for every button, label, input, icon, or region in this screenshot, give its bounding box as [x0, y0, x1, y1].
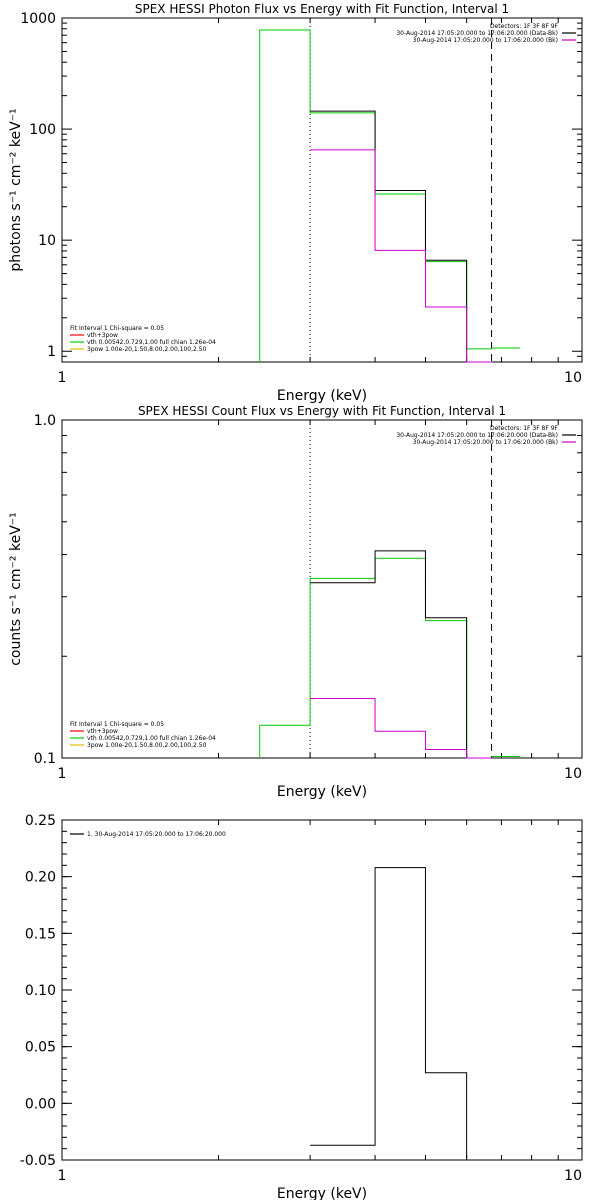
- chart-panel-1: 1 10 1 10 100 1000 SPEX HESSI Photon Flux vs E…: [8, 2, 583, 404]
- x-axis-label: Energy (keV): [277, 388, 367, 404]
- series-step-line-1: [259, 29, 492, 362]
- plot-frame: [61, 17, 583, 363]
- x-tick-label: 10: [564, 370, 582, 386]
- x-axis-label: Energy (keV): [277, 784, 367, 800]
- x-tick-label: 1: [58, 370, 67, 386]
- x-tick-label: 10: [564, 766, 582, 782]
- legend-entry: vth 0.00542,0.729,1.00 full chian 1.26e-…: [87, 339, 216, 346]
- x-tick-label: 1: [58, 1168, 67, 1184]
- legend-entry: Fit Interval 1 Chi-square = 0.05: [70, 721, 164, 728]
- plot-frame: [61, 419, 583, 759]
- series-step-line-1: [310, 867, 492, 1161]
- series-step-line-3: [310, 697, 492, 759]
- legend-entry: Detectors: 1F 3F 8F 9F: [490, 23, 559, 30]
- series-step-line-3: [310, 149, 492, 363]
- legend-entry: vth+3pow: [87, 728, 118, 735]
- y-tick-label: 1000: [20, 11, 56, 27]
- y-tick-label: -0.05: [20, 1153, 56, 1169]
- y-tick-label: 100: [29, 122, 56, 138]
- legend-entry: 30-Aug-2014 17:05:20.000 to 17:06:20.000…: [396, 432, 558, 439]
- y-tick-label: 0.1: [34, 751, 56, 767]
- legend-entry: Fit Interval 1 Chi-square = 0.05: [70, 325, 164, 332]
- y-tick-label: 1.0: [34, 413, 56, 429]
- legend-entry: vth 0.00542,0.729,1.00 full chian 1.26e-…: [87, 735, 216, 742]
- y-tick-label: 0.10: [25, 983, 56, 999]
- chart-title: SPEX HESSI Photon Flux vs Energy with Fi…: [135, 2, 509, 16]
- y-tick-label: 10: [38, 233, 56, 249]
- series-step-line-1: [259, 557, 492, 759]
- x-tick-label: 10: [564, 1168, 582, 1184]
- y-axis-label: counts s⁻¹ cm⁻² keV⁻¹: [8, 512, 24, 666]
- legend-entry: 30-Aug-2014 17:05:20.000 to 17:06:20.000…: [413, 37, 558, 44]
- y-tick-label: 0.25: [25, 813, 56, 829]
- y-axis-label: photons s⁻¹ cm⁻² keV⁻¹: [8, 108, 24, 271]
- series-step-line-2: [310, 110, 492, 363]
- legend-entry: 30-Aug-2014 17:05:20.000 to 17:06:20.000…: [396, 30, 558, 37]
- legend-entry: 3pow 1.00e-20,1.50,8.00,2.00,100,2.50: [87, 346, 207, 353]
- y-tick-label: 1: [47, 344, 56, 360]
- plot-frame: [61, 819, 583, 1161]
- chart-title: SPEX HESSI Count Flux vs Energy with Fit…: [138, 404, 506, 418]
- chart-panel-3: 1 10 -0.05 0.00 0.05 0.10 0.15 0.20 0.25 Energy (…: [20, 813, 583, 1200]
- chart-panel-2: 1 10 0.1 1.0 SPEX HESSI Count Flux vs Energy…: [8, 404, 583, 800]
- legend-entry: 30-Aug-2014 17:05:20.000 to 17:06:20.000…: [413, 439, 558, 446]
- y-tick-label: 0.05: [25, 1040, 56, 1056]
- legend-entry: vth+3pow: [87, 332, 118, 339]
- y-tick-label: 0.15: [25, 926, 56, 942]
- legend-entry: 1. 30-Aug-2014 17:05:20.000 to 17:06:20.…: [87, 831, 226, 838]
- x-axis-label: Energy (keV): [277, 1186, 367, 1200]
- y-tick-label: 0.20: [25, 870, 56, 886]
- legend-entry: Detectors: 1F 3F 8F 9F: [490, 425, 559, 432]
- series-step-line-2: [310, 550, 492, 759]
- x-tick-label: 1: [58, 766, 67, 782]
- y-tick-label: 0.00: [25, 1096, 56, 1112]
- legend-entry: 3pow 1.00e-20,1.50,8.00,2.00,100,2.50: [87, 742, 207, 749]
